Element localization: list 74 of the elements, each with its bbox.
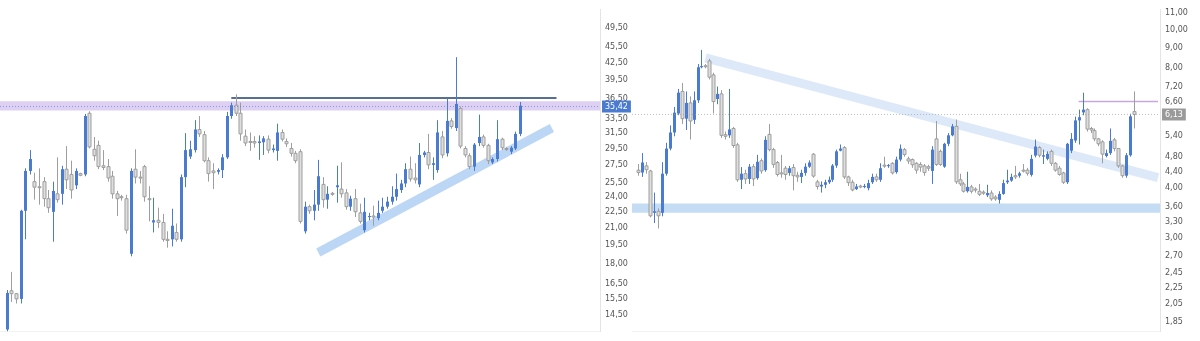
y-tick-label: 5,40 [1165, 131, 1183, 141]
y-tick-label: 22,50 [605, 206, 628, 216]
candlestick [1109, 127, 1112, 156]
y-tick-label: 45,50 [605, 42, 628, 52]
candlestick [835, 149, 838, 169]
y-tick-label: 2,70 [1165, 251, 1183, 261]
candlestick [943, 142, 946, 169]
y-tick-label: 10,00 [1165, 24, 1188, 34]
candlestick [1030, 154, 1033, 177]
y-tick-label: 2,25 [1165, 282, 1183, 292]
y-tick-label: 3,60 [1165, 201, 1183, 211]
y-tick-label: 19,50 [605, 240, 628, 250]
candlestick [931, 145, 934, 185]
candlestick [1078, 109, 1081, 145]
candlestick [641, 152, 644, 178]
y-tick-label: 27,50 [605, 159, 628, 169]
candlestick [740, 166, 743, 190]
y-tick-label: 31,50 [605, 128, 628, 138]
candlestick [513, 131, 518, 151]
y-tick-label: 2,05 [1165, 298, 1183, 308]
y-tick-label: 4,80 [1165, 151, 1183, 161]
y-tick-label: 14,50 [605, 309, 628, 319]
candlestick [669, 124, 672, 151]
y-tick-label: 24,00 [605, 191, 628, 201]
candlestick [51, 181, 56, 243]
candlestick [472, 142, 477, 172]
candlestick [693, 90, 696, 125]
y-tick-label: 36,50 [605, 93, 628, 103]
candlestick [188, 140, 193, 160]
y-tick-label: 3,30 [1165, 216, 1183, 226]
y-tick-label: 1,85 [1165, 316, 1183, 326]
y-tick-label: 21,00 [605, 223, 628, 233]
candlestick [325, 185, 330, 210]
candlestick [756, 154, 759, 181]
candlestick [193, 119, 198, 153]
y-tick-label: 25,50 [605, 177, 628, 187]
y-tick-label: 33,50 [605, 113, 628, 123]
candlestick [28, 149, 33, 175]
y-tick-label: 6,60 [1165, 96, 1183, 106]
candlestick [1125, 152, 1128, 179]
candlestick [312, 189, 317, 221]
y-tick-label: 29,50 [605, 143, 628, 153]
y-tick-label: 11,00 [1165, 8, 1188, 18]
candlestick [335, 165, 340, 204]
candlestick [362, 197, 367, 233]
candlestick [390, 185, 395, 206]
y-tick-label: 2,45 [1165, 268, 1183, 278]
candlestick [495, 119, 500, 163]
ref-line-label: 35,42 [605, 101, 628, 111]
y-tick-label: 8,00 [1165, 63, 1183, 73]
y-tick-label: 15,50 [605, 293, 628, 303]
candlestick [261, 135, 266, 156]
candlestick [966, 171, 969, 194]
y-tick-label: 7,20 [1165, 81, 1183, 91]
candlestick [170, 208, 175, 247]
y-tick-label: 18,00 [605, 259, 628, 269]
candlestick [653, 192, 656, 224]
y-tick-label: 16,50 [605, 279, 628, 289]
candlestick [748, 163, 751, 185]
candlestick [257, 134, 262, 161]
ref-line-label: 6,13 [1165, 109, 1183, 119]
y-tick-label: 4,40 [1165, 166, 1183, 176]
y-tick-label: 49,50 [605, 22, 628, 32]
y-tick-label: 9,00 [1165, 43, 1183, 53]
candlestick [394, 173, 399, 202]
y-tick-label: 3,00 [1165, 233, 1183, 243]
y-tick-label: 39,50 [605, 75, 628, 85]
candlestick [376, 200, 381, 221]
candlestick [403, 162, 408, 188]
candlestick [879, 162, 882, 183]
candlestick [728, 88, 731, 139]
y-tick-label: 42,50 [605, 58, 628, 68]
candlestick [685, 90, 688, 131]
y-tick-label: 4,00 [1165, 183, 1183, 193]
